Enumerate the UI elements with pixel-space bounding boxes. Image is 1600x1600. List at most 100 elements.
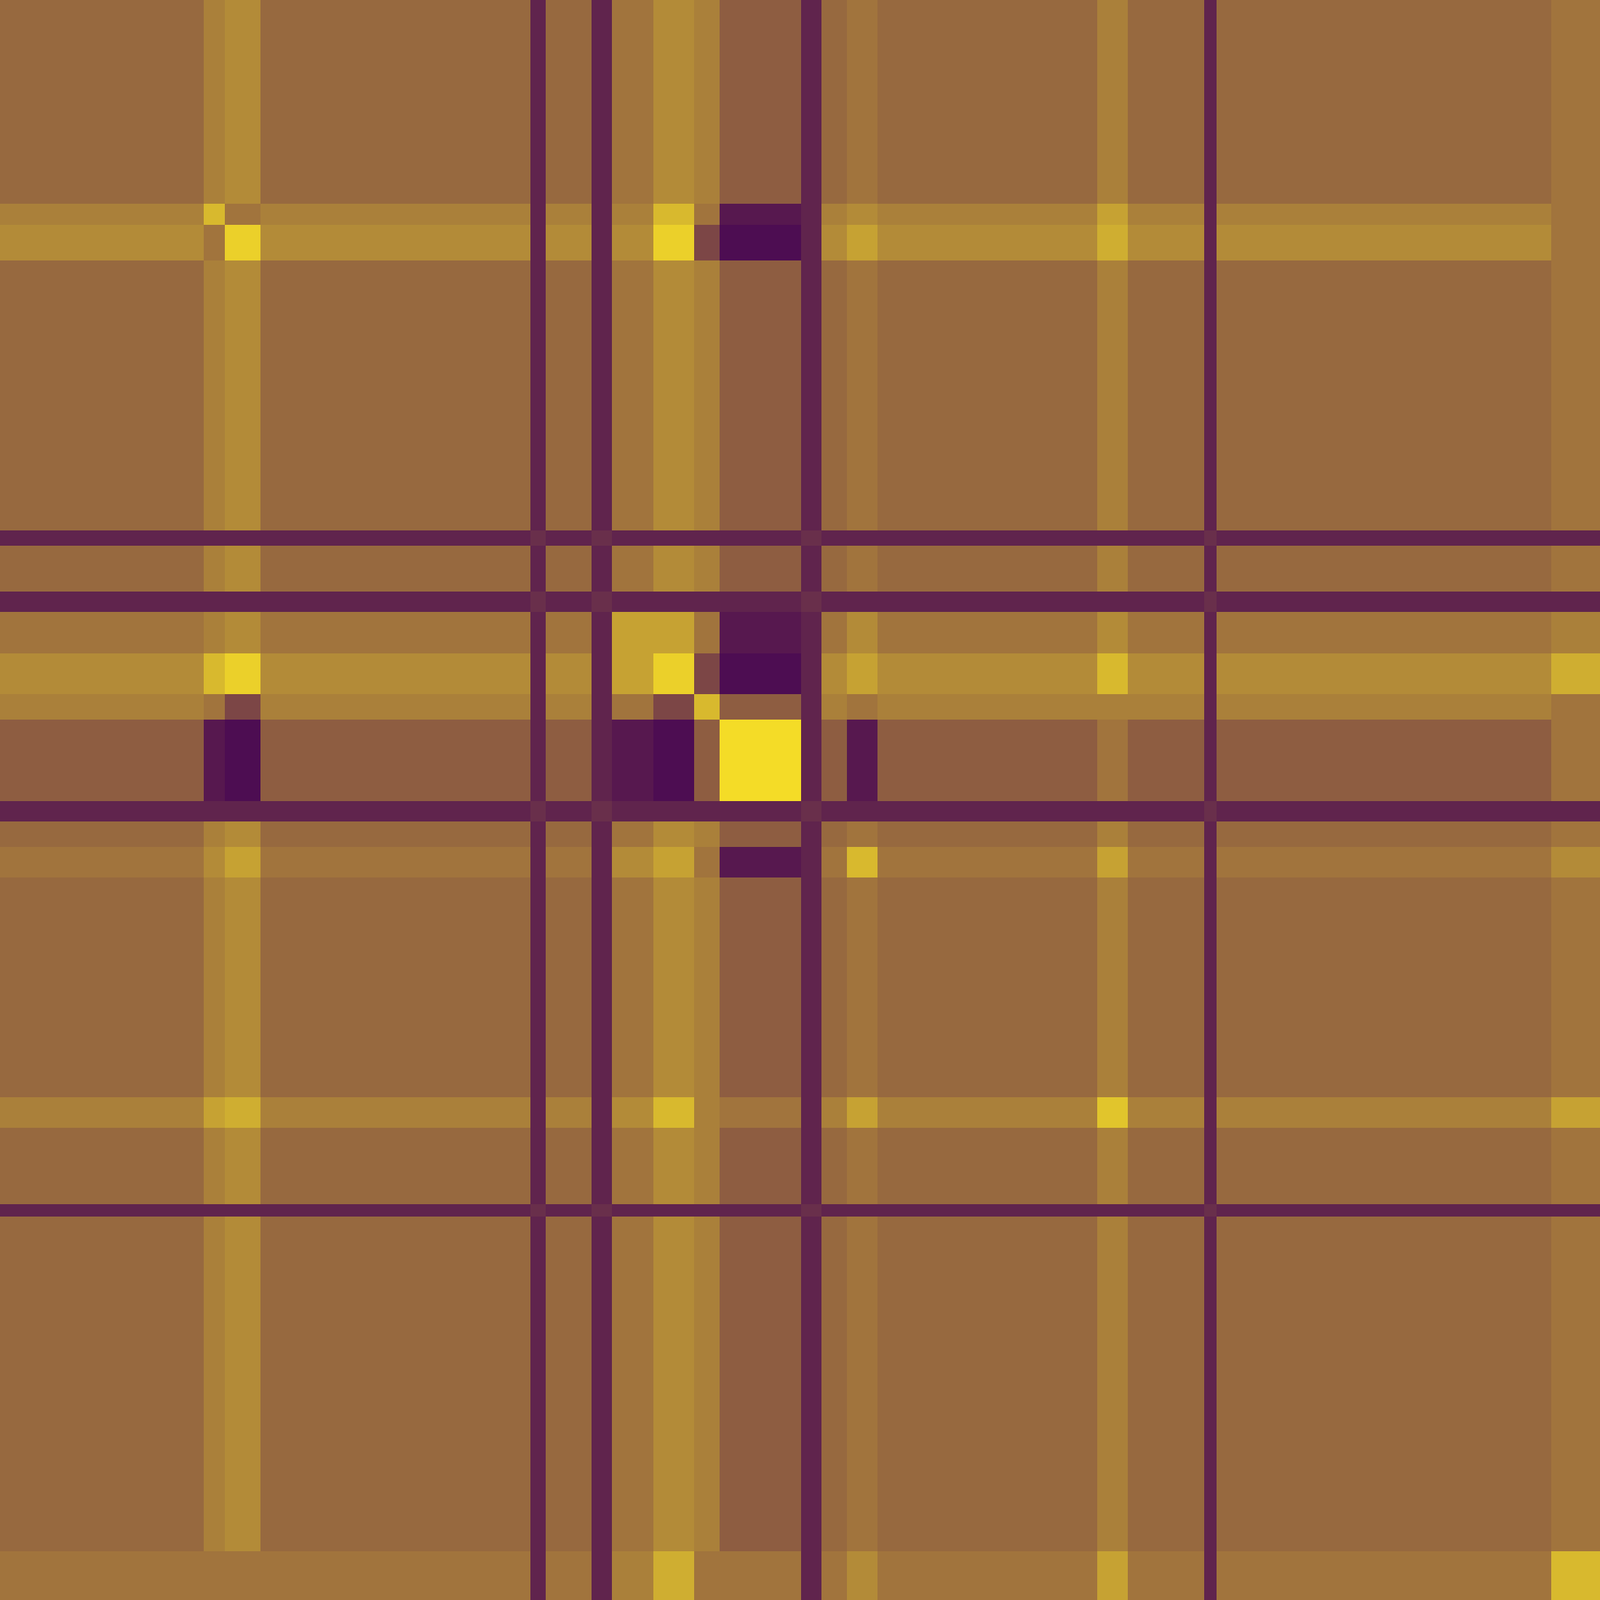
heatmap-cell bbox=[1097, 530, 1129, 547]
heatmap-cell bbox=[821, 1127, 848, 1205]
heatmap-cell bbox=[1097, 591, 1129, 613]
heatmap-cell bbox=[877, 203, 1098, 226]
heatmap-cell bbox=[1127, 877, 1205, 1098]
heatmap-cell bbox=[1551, 1499, 1600, 1552]
heatmap-cell bbox=[801, 821, 823, 848]
heatmap-cell bbox=[694, 1127, 721, 1205]
heatmap-cell bbox=[1499, 694, 1552, 721]
heatmap-cell bbox=[591, 821, 613, 848]
heatmap-cell bbox=[260, 719, 532, 802]
heatmap-cell bbox=[694, 719, 721, 802]
heatmap-cell bbox=[877, 260, 1098, 532]
heatmap-cell bbox=[821, 530, 848, 547]
heatmap-cell bbox=[0, 821, 205, 848]
heatmap-cell bbox=[591, 591, 613, 613]
heatmap-cell bbox=[801, 545, 823, 593]
heatmap-cell bbox=[1216, 877, 1501, 1098]
heatmap-cell bbox=[545, 1127, 593, 1205]
heatmap-cell bbox=[611, 591, 655, 613]
heatmap-cell bbox=[611, 877, 655, 1098]
heatmap-cell bbox=[203, 530, 226, 547]
heatmap-cell bbox=[203, 1499, 226, 1552]
heatmap-cell bbox=[260, 611, 532, 655]
heatmap-cell bbox=[530, 611, 547, 655]
heatmap-cell bbox=[545, 694, 593, 721]
heatmap-cell bbox=[846, 260, 879, 532]
heatmap-cell bbox=[611, 611, 655, 655]
heatmap-cell bbox=[1499, 1499, 1552, 1552]
heatmap-cell bbox=[821, 801, 848, 823]
heatmap-cell bbox=[203, 203, 226, 226]
heatmap-cell bbox=[821, 877, 848, 1098]
heatmap-cell bbox=[260, 224, 532, 262]
heatmap-cell bbox=[591, 694, 613, 721]
heatmap-cell bbox=[1499, 1551, 1552, 1600]
heatmap-cell bbox=[1127, 1551, 1205, 1600]
heatmap-cell bbox=[545, 653, 593, 695]
heatmap-cell bbox=[1127, 719, 1205, 802]
heatmap-cell bbox=[821, 694, 848, 721]
heatmap-cell bbox=[1204, 653, 1218, 695]
heatmap-cell bbox=[203, 694, 226, 721]
heatmap-cell bbox=[1551, 203, 1600, 226]
heatmap-cell bbox=[1127, 694, 1205, 721]
heatmap-cell bbox=[530, 821, 547, 848]
heatmap-cell bbox=[224, 653, 262, 695]
heatmap-cell bbox=[260, 1216, 532, 1501]
heatmap-cell bbox=[694, 846, 721, 879]
heatmap-cell bbox=[653, 821, 695, 848]
heatmap-cell bbox=[719, 821, 802, 848]
heatmap-cell bbox=[1204, 1551, 1218, 1600]
heatmap-cell bbox=[1097, 1127, 1129, 1205]
heatmap-cell bbox=[1551, 0, 1600, 205]
heatmap-cell bbox=[1127, 591, 1205, 613]
heatmap-cell bbox=[719, 877, 802, 1098]
heatmap-cell bbox=[611, 0, 655, 205]
heatmap-cell bbox=[224, 591, 262, 613]
heatmap-cell bbox=[694, 1551, 721, 1600]
heatmap-cell bbox=[1551, 1097, 1600, 1129]
heatmap-cell bbox=[801, 719, 823, 802]
heatmap-cell bbox=[1204, 801, 1218, 823]
heatmap-cell bbox=[719, 719, 802, 802]
heatmap-cell bbox=[846, 821, 879, 848]
heatmap-cell bbox=[1204, 877, 1218, 1098]
heatmap-cell bbox=[545, 1216, 593, 1501]
heatmap-cell bbox=[260, 1204, 532, 1218]
heatmap-cell bbox=[719, 611, 802, 655]
heatmap-cell bbox=[611, 653, 655, 695]
heatmap-cell bbox=[1216, 694, 1501, 721]
heatmap-cell bbox=[846, 1216, 879, 1501]
heatmap-cell bbox=[1097, 224, 1129, 262]
heatmap-cell bbox=[801, 694, 823, 721]
heatmap-cell bbox=[1216, 719, 1501, 802]
heatmap-cell bbox=[260, 653, 532, 695]
heatmap-cell bbox=[877, 0, 1098, 205]
heatmap-cell bbox=[1204, 719, 1218, 802]
heatmap-cell bbox=[1499, 545, 1552, 593]
heatmap-cell bbox=[530, 719, 547, 802]
heatmap-cell bbox=[1499, 0, 1552, 205]
heatmap-cell bbox=[611, 545, 655, 593]
heatmap-cell bbox=[821, 545, 848, 593]
heatmap-cell bbox=[694, 653, 721, 695]
heatmap-cell bbox=[591, 1216, 613, 1501]
heatmap-cell bbox=[653, 1499, 695, 1552]
heatmap-cell bbox=[545, 801, 593, 823]
heatmap-cell bbox=[203, 653, 226, 695]
heatmap-cell bbox=[1127, 1204, 1205, 1218]
heatmap-cell bbox=[801, 1499, 823, 1552]
heatmap-cell bbox=[801, 801, 823, 823]
heatmap-cell bbox=[877, 1216, 1098, 1501]
heatmap-cell bbox=[224, 1204, 262, 1218]
heatmap-cell bbox=[846, 611, 879, 655]
heatmap-cell bbox=[846, 1551, 879, 1600]
heatmap-cell bbox=[1127, 224, 1205, 262]
heatmap-cell bbox=[1499, 203, 1552, 226]
heatmap-cell bbox=[530, 224, 547, 262]
heatmap-cell bbox=[1127, 846, 1205, 879]
heatmap-cell bbox=[801, 530, 823, 547]
heatmap-cell bbox=[203, 260, 226, 532]
heatmap-cell bbox=[719, 1127, 802, 1205]
heatmap-cell bbox=[260, 203, 532, 226]
